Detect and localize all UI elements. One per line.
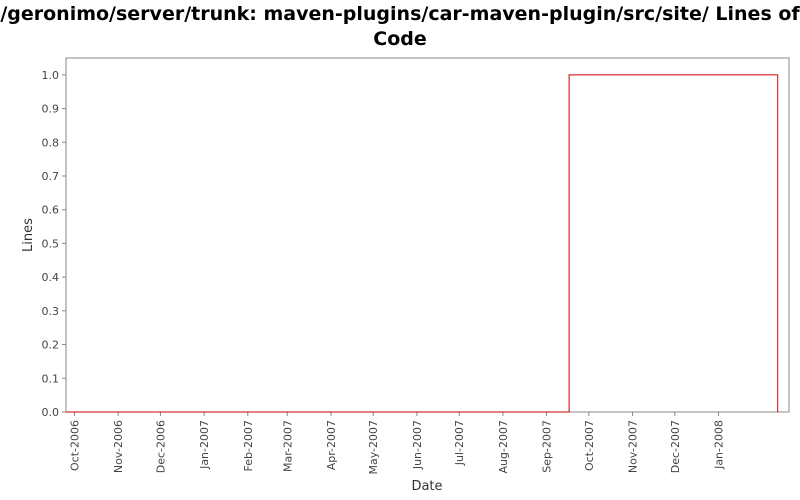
x-tick-label: Feb-2007: [242, 420, 255, 471]
series-layer: [66, 74, 779, 413]
chart-title: /geronimo/server/trunk: maven-plugins/ca…: [0, 3, 800, 50]
y-tick-label: 0.6: [42, 204, 60, 217]
x-axis-label: Date: [411, 479, 442, 494]
y-axis-label: Lines: [21, 218, 36, 252]
x-tick-label: Apr-2007: [325, 420, 338, 470]
y-tick-label: 0.7: [42, 170, 60, 183]
y-tick-label: 0.0: [42, 406, 60, 419]
y-tick-label: 0.1: [42, 372, 60, 385]
x-tick-label: Mar-2007: [281, 420, 294, 472]
x-tick-label: Nov-2007: [627, 420, 640, 473]
x-tick-label: May-2007: [367, 420, 380, 475]
y-tick-label: 0.2: [42, 339, 60, 352]
y-tick-label: 0.4: [42, 271, 60, 284]
x-tick-label: Sep-2007: [541, 420, 554, 473]
y-axis: 0.0 0.1 0.2 0.3 0.4 0.5 0.6 0.7 0.8 0.9 1.0: [42, 69, 66, 419]
x-tick-label: Jul-2007: [453, 420, 466, 466]
x-tick-label: Oct-2006: [68, 420, 81, 471]
x-tick-label: Jan-2008: [713, 420, 726, 470]
plot-area: [65, 57, 790, 413]
y-tick-label: 0.9: [42, 103, 60, 116]
series-line: [66, 74, 779, 413]
y-tick-label: 1.0: [42, 69, 60, 82]
y-tick-label: 0.5: [42, 237, 60, 250]
x-tick-label: Dec-2007: [669, 420, 682, 473]
x-tick-label: Dec-2006: [154, 420, 167, 473]
x-axis: Oct-2006 Nov-2006 Dec-2006 Jan-2007 Feb-2007…: [68, 412, 726, 475]
x-tick-label: Aug-2007: [497, 420, 510, 473]
y-tick-label: 0.3: [42, 305, 60, 318]
x-tick-label: Oct-2007: [583, 420, 596, 471]
x-tick-label: Nov-2006: [112, 420, 125, 473]
x-tick-label: Jan-2007: [198, 420, 211, 470]
y-tick-label: 0.8: [42, 136, 60, 149]
x-tick-label: Jun-2007: [411, 420, 424, 470]
